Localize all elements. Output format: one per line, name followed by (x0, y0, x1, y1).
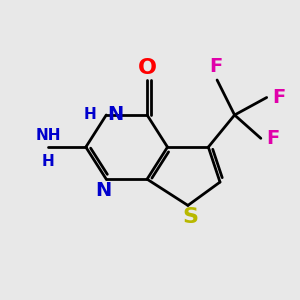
Text: O: O (138, 58, 157, 78)
Text: F: F (266, 129, 279, 148)
Text: H: H (41, 154, 54, 169)
Text: NH: NH (35, 128, 61, 143)
Text: N: N (95, 181, 112, 200)
Text: F: F (209, 57, 222, 76)
Text: N: N (108, 106, 124, 124)
Text: F: F (272, 88, 285, 107)
Text: S: S (183, 207, 199, 227)
Text: H: H (83, 107, 96, 122)
